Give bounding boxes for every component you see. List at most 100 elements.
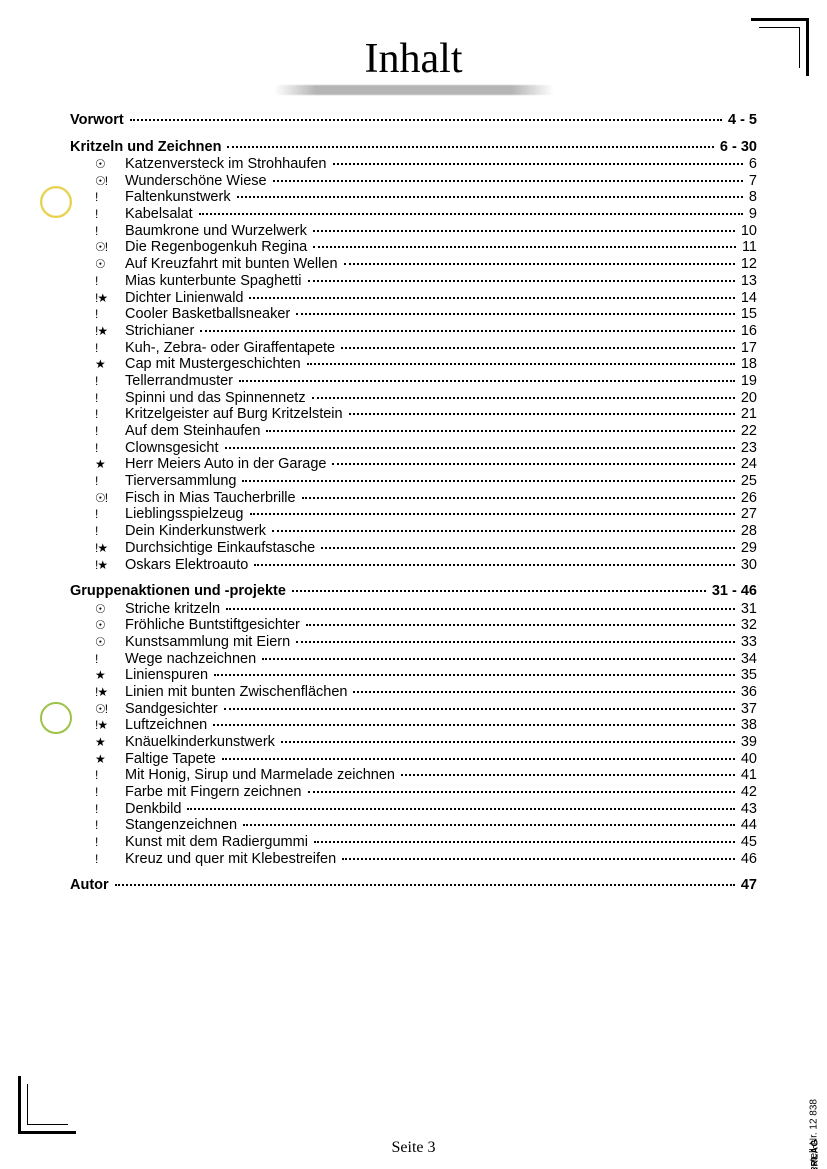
- entry-symbol: !: [95, 853, 125, 865]
- entry-label: Tellerrandmuster: [125, 374, 237, 389]
- entry-label: Linien mit bunten Zwischenflächen: [125, 685, 351, 700]
- entry-symbol: !: [95, 803, 125, 815]
- leader-dots: [250, 513, 735, 515]
- entry-page: 24: [737, 457, 757, 472]
- entry-page: 20: [737, 391, 757, 406]
- entry-symbol: !: [95, 408, 125, 420]
- leader-dots: [314, 841, 735, 843]
- entry-page: 11: [738, 240, 757, 255]
- toc-entry: !Kuh-, Zebra- oder Giraffentapete17: [95, 341, 757, 356]
- entry-symbol: !: [95, 375, 125, 387]
- section-label: Gruppenaktionen und -projekte: [70, 584, 290, 599]
- entry-page: 35: [737, 668, 757, 683]
- entry-label: Spinni und das Spinnennetz: [125, 391, 310, 406]
- footer-page: 3: [428, 1139, 436, 1156]
- leader-dots: [349, 413, 735, 415]
- toc-entry: !Auf dem Steinhaufen22: [95, 424, 757, 439]
- leader-dots: [342, 858, 735, 860]
- entry-page: 17: [737, 341, 757, 356]
- entry-label: Cooler Basketballsneaker: [125, 307, 294, 322]
- toc-entry: ☉Fröhliche Buntstiftgesichter32: [95, 618, 757, 633]
- entry-page: 46: [737, 852, 757, 867]
- toc-entry: ★Linienspuren35: [95, 668, 757, 683]
- leader-dots: [307, 363, 735, 365]
- entry-symbol: ☉!: [95, 241, 125, 253]
- toc-entry: !Spinni und das Spinnennetz20: [95, 391, 757, 406]
- entry-label: Auf Kreuzfahrt mit bunten Wellen: [125, 257, 342, 272]
- entry-page: 27: [737, 507, 757, 522]
- entry-page: 6: [745, 157, 757, 172]
- toc-entry: ☉!Die Regenbogenkuh Regina11: [95, 240, 757, 255]
- entry-symbol: !: [95, 208, 125, 220]
- leader-dots: [199, 213, 743, 215]
- toc-entry: !Faltenkunstwerk 8: [95, 190, 757, 205]
- leader-dots: [306, 624, 735, 626]
- entry-symbol: !: [95, 191, 125, 203]
- toc-section: Kritzeln und Zeichnen6 - 30: [70, 140, 757, 155]
- entry-page: 19: [737, 374, 757, 389]
- section-page: 6 - 30: [716, 140, 757, 155]
- leader-dots: [321, 547, 735, 549]
- scribble-circle-icon: [40, 702, 72, 734]
- leader-dots: [401, 774, 735, 776]
- entry-label: Denkbild: [125, 802, 185, 817]
- leader-dots: [227, 146, 713, 148]
- entry-page: 43: [737, 802, 757, 817]
- leader-dots: [226, 608, 735, 610]
- entry-page: 26: [737, 491, 757, 506]
- entry-label: Kunstsammlung mit Eiern: [125, 635, 294, 650]
- entry-page: 44: [737, 818, 757, 833]
- entry-label: Faltenkunstwerk: [125, 190, 235, 205]
- entry-page: 18: [737, 357, 757, 372]
- section-label: Vorwort: [70, 113, 128, 128]
- entry-label: Mit Honig, Sirup und Marmelade zeichnen: [125, 768, 399, 783]
- entry-symbol: !: [95, 769, 125, 781]
- leader-dots: [187, 808, 734, 810]
- entry-label: Durchsichtige Einkaufstasche: [125, 541, 319, 556]
- entry-label: Wunderschöne Wiese: [125, 174, 271, 189]
- entry-label: Clownsgesicht: [125, 441, 223, 456]
- toc-section: Gruppenaktionen und -projekte31 - 46: [70, 584, 757, 599]
- logo-text-b: VERLAG: [809, 1139, 819, 1169]
- entry-label: Striche kritzeln: [125, 602, 224, 617]
- entry-label: Kabelsalat: [125, 207, 197, 222]
- leader-dots: [254, 564, 735, 566]
- entry-symbol: !: [95, 836, 125, 848]
- leader-dots: [224, 708, 735, 710]
- leader-dots: [332, 463, 734, 465]
- entry-symbol: !★: [95, 325, 125, 337]
- entry-symbol: !: [95, 225, 125, 237]
- entry-page: 12: [737, 257, 757, 272]
- leader-dots: [312, 397, 735, 399]
- toc-entry: !★Luftzeichnen38: [95, 718, 757, 733]
- toc-entry: !Kritzelgeister auf Burg Kritzelstein21: [95, 407, 757, 422]
- entry-symbol: !: [95, 508, 125, 520]
- entry-page: 7: [745, 174, 757, 189]
- table-of-contents: Vorwort4 - 5Kritzeln und Zeichnen6 - 30☉…: [70, 113, 757, 893]
- toc-entry: !Stangenzeichnen44: [95, 818, 757, 833]
- entry-page: 8: [745, 190, 757, 205]
- entry-symbol: !: [95, 275, 125, 287]
- toc-entry: !★Oskars Elektroauto30: [95, 558, 757, 573]
- entry-label: Stangenzeichnen: [125, 818, 241, 833]
- entry-label: Tierversammlung: [125, 474, 240, 489]
- toc-entry: !Kunst mit dem Radiergummi45: [95, 835, 757, 850]
- leader-dots: [222, 758, 735, 760]
- leader-dots: [281, 741, 735, 743]
- leader-dots: [243, 824, 735, 826]
- toc-entry: !Tellerrandmuster 19: [95, 374, 757, 389]
- toc-entry: ★Cap mit Mustergeschichten18: [95, 357, 757, 372]
- entry-label: Oskars Elektroauto: [125, 558, 252, 573]
- entry-page: 9: [745, 207, 757, 222]
- toc-entry: !★Dichter Linienwald14: [95, 291, 757, 306]
- entry-label: Knäuelkinderkunstwerk: [125, 735, 279, 750]
- footer-label: Seite: [392, 1139, 424, 1156]
- toc-entry: ★Knäuelkinderkunstwerk39: [95, 735, 757, 750]
- leader-dots: [266, 430, 734, 432]
- toc-entry: !Dein Kinderkunstwerk28: [95, 524, 757, 539]
- entry-page: 38: [737, 718, 757, 733]
- entry-symbol: ★: [95, 669, 125, 681]
- entry-page: 16: [737, 324, 757, 339]
- entry-page: 10: [737, 224, 757, 239]
- entry-symbol: ★: [95, 753, 125, 765]
